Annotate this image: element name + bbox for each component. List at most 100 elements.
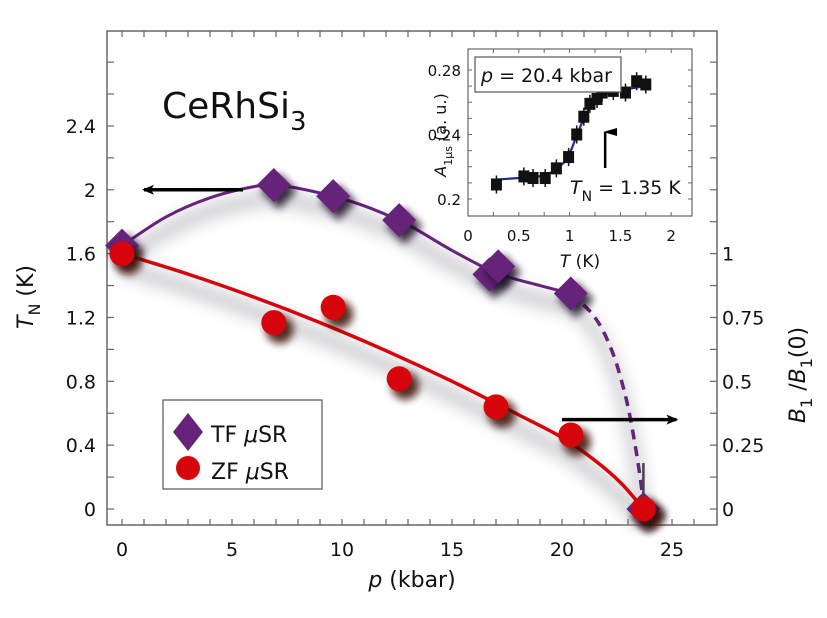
legend-label-tf-mu: μ: [243, 423, 258, 448]
legend-label-zf-mu: μ: [245, 460, 260, 485]
x-ticks: 0 5 10 15 20 25: [116, 31, 695, 561]
tf-marker: [481, 249, 516, 284]
inset-y-axis-unit: (a. u.): [431, 93, 450, 146]
inset-pressure-label: p = 20.4 kbar: [480, 65, 612, 87]
tf-marker: [553, 276, 588, 311]
x-tick-label: 5: [226, 539, 238, 561]
inset-y-tick-label: 0.2: [437, 191, 461, 209]
y-axis-right-label-sub2: 1: [797, 358, 816, 368]
legend-marker-zf: [176, 456, 200, 480]
chart-title-main: CeRhSi: [162, 86, 290, 127]
zf-marker: [483, 394, 509, 420]
y-axis-right-label-var: B: [786, 408, 811, 423]
legend-label-zf-main: ZF: [211, 460, 246, 485]
inset-marker: [619, 86, 631, 99]
x-axis-label: p (kbar): [367, 568, 455, 593]
inset-marker: [518, 170, 530, 183]
inset-y-axis-label: A1μs (a. u.): [431, 93, 455, 177]
y-axis-left-label-sub: N: [25, 304, 44, 316]
y-left-tick-label: 2.4: [66, 116, 96, 138]
y-axis-right-label-sub: 1: [797, 398, 816, 408]
zf-marker: [630, 496, 656, 522]
y-right-tick-label: 0.5: [722, 371, 752, 393]
inset-marker: [490, 178, 502, 191]
inset-tn-sub: N: [582, 189, 592, 205]
inset-tn-value: = 1.35 K: [592, 177, 681, 199]
zf-marker: [109, 241, 135, 267]
y-axis-left-label-unit: (K): [14, 265, 39, 304]
zf-marker: [558, 422, 584, 448]
inset-marker: [640, 78, 652, 91]
inset-x-tick-label: 2: [666, 227, 676, 245]
marker-layer: [105, 168, 667, 533]
inset-pressure-box: [474, 56, 622, 93]
zf-marker: [386, 366, 412, 392]
inset-pressure-value: = 20.4 kbar: [493, 65, 612, 87]
inset-marker: [539, 172, 551, 185]
zf-fit-line: [121, 251, 645, 511]
y-axis-left-label: TN (K): [14, 265, 44, 329]
y-left-tick-label: 0.4: [66, 435, 96, 457]
zf-marker: [261, 310, 287, 336]
x-tick-label: 0: [116, 539, 128, 561]
inset-x-axis-var: T: [560, 252, 572, 272]
x-axis-label-unit: (kbar): [382, 568, 455, 593]
x-tick-label: 25: [660, 539, 684, 561]
y-right-ticks: 0 0.25 0.5 0.75 1: [710, 61, 764, 521]
inset-pressure-var: p: [480, 65, 493, 87]
legend: TF μSR ZF μSR: [162, 399, 323, 490]
y-left-tick-label: 1.6: [66, 244, 96, 266]
y-axis-right-label-tail: (0): [786, 327, 811, 358]
inset-x-tick-label: 1.5: [608, 227, 632, 245]
tf-marker: [316, 179, 351, 214]
y-left-ticks: 0 0.4 0.8 1.2 1.6 2 2.4: [66, 61, 114, 521]
zf-fit-shadow: [119, 259, 651, 529]
inset-y-tick-label: 0.28: [428, 62, 461, 80]
legend-label-tf-tail: SR: [258, 423, 287, 448]
y-left-tick-label: 2: [84, 180, 96, 202]
tf-fit-dashed-line: [569, 292, 646, 510]
tf-marker: [256, 168, 291, 203]
inset-marker: [578, 110, 590, 123]
inset-x-tick-label: 0.5: [507, 227, 531, 245]
inset-marker: [571, 128, 583, 141]
x-tick-label: 15: [440, 539, 464, 561]
y-left-tick-label: 0: [84, 499, 96, 521]
inset-x-tick-label: 1: [565, 227, 575, 245]
inset-y-tick-label: 0.24: [428, 126, 461, 144]
inset-marker: [584, 97, 596, 110]
legend-label-tf: TF μSR: [210, 423, 287, 448]
inset-y-axis-sub: 1μs: [442, 146, 455, 166]
inset-ticks: 0 0.5 1 1.5 2 0.2 0.24 0.28: [428, 49, 692, 245]
y-axis-right-label: B1 /B1(0): [786, 327, 816, 423]
legend-label-zf: ZF μSR: [211, 460, 289, 485]
inset-tn-var: T: [570, 177, 583, 199]
inset-marker: [550, 162, 562, 175]
inset-marker: [591, 92, 603, 105]
legend-label-tf-main: TF: [210, 423, 244, 448]
legend-marker-tf: [173, 413, 203, 451]
inset-y-axis-var: A: [431, 166, 450, 178]
inset-x-tick-label: 0: [463, 227, 473, 245]
y-right-tick-label: 1: [722, 244, 734, 266]
inset-marker: [527, 172, 539, 185]
y-axis-right-label-var2: B: [786, 368, 811, 383]
inset: 0 0.5 1 1.5 20.20.240.28 p = 20.4 kbar TN = …: [428, 48, 693, 272]
y-left-tick-label: 0.8: [66, 371, 96, 393]
zf-marker: [320, 294, 346, 320]
inset-marker: [631, 75, 643, 88]
y-right-tick-label: 0.25: [722, 435, 764, 457]
y-right-tick-label: 0: [722, 499, 734, 521]
tf-marker: [382, 203, 417, 238]
y-left-tick-label: 1.2: [66, 307, 96, 329]
chart-title: CeRhSi3: [162, 86, 307, 137]
x-tick-label: 20: [550, 539, 574, 561]
x-tick-label: 10: [330, 539, 354, 561]
legend-label-zf-tail: SR: [260, 460, 289, 485]
chart-title-subscript: 3: [290, 107, 307, 137]
y-axis-left-label-var: T: [14, 314, 39, 329]
inset-tn-annotation: TN = 1.35 K: [570, 177, 681, 205]
x-axis-label-var: p: [367, 568, 382, 593]
inset-x-axis-unit: (K): [570, 252, 600, 272]
